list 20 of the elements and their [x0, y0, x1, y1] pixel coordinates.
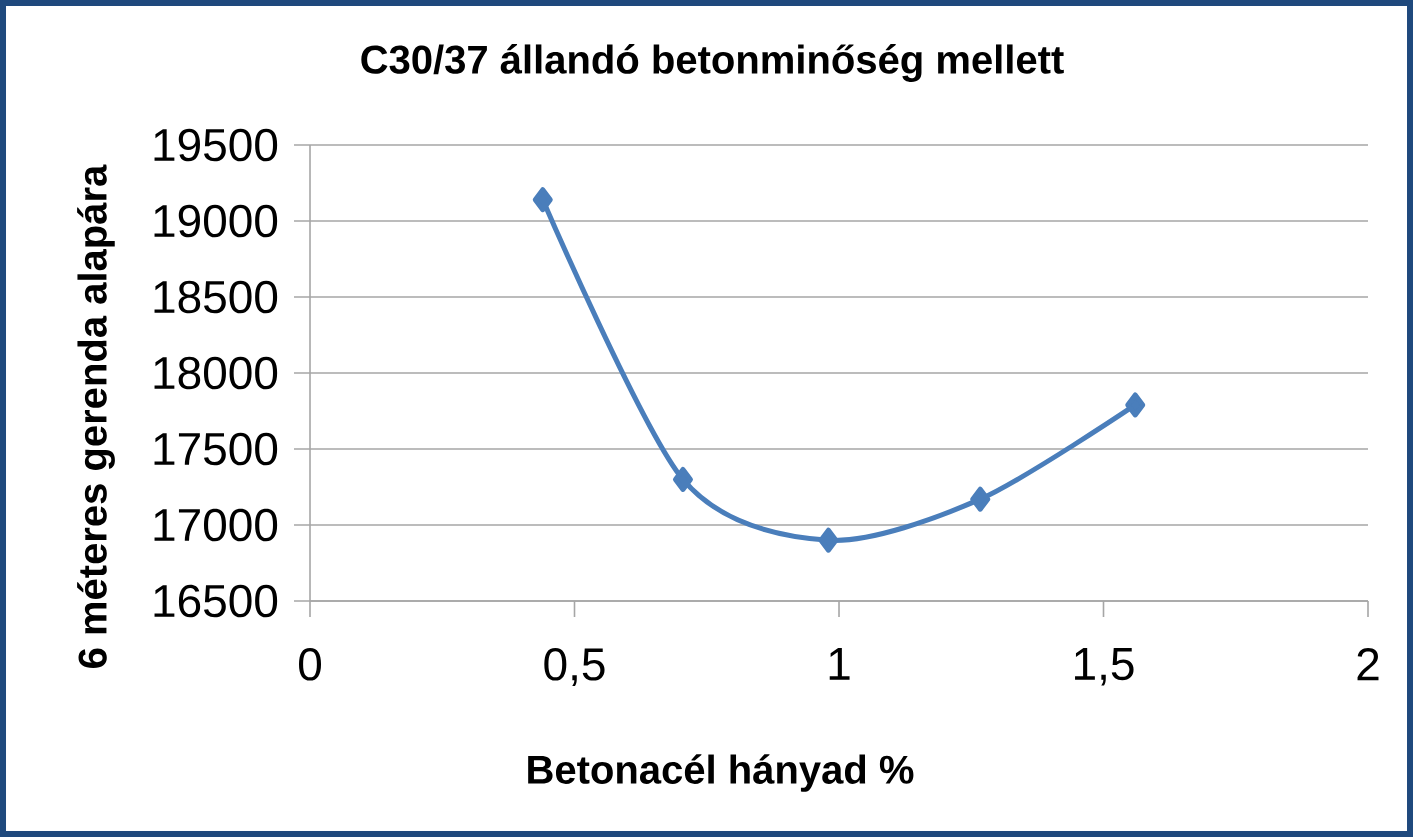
point [532, 187, 553, 213]
x-axis-title: Betonacél hányad % [528, 754, 914, 792]
x-tick-label: 0 [299, 648, 322, 681]
y-tick-label: 19500 [154, 128, 278, 162]
y-tick-label: 17000 [154, 508, 278, 542]
y-tick-label: 19000 [154, 204, 278, 238]
x-tick-label: 0,5 [544, 648, 605, 687]
y-tick-label: 18500 [154, 280, 278, 314]
x-tick-label: 1,5 [1075, 648, 1134, 686]
point [818, 527, 839, 553]
point [672, 466, 693, 492]
y-tick-label: 18000 [154, 356, 278, 390]
x-tick-label: 2 [1357, 648, 1379, 681]
point [1125, 392, 1146, 418]
x-tick-label: 1 [829, 648, 850, 680]
y-tick-label: 16500 [154, 584, 278, 618]
point [970, 486, 991, 512]
chart-title: C30/37 állandó betonminőség mellett [361, 44, 1064, 82]
y-tick-label: 17500 [154, 432, 278, 466]
y-axis-title: 6 méteres gerenda alapára [77, 164, 115, 668]
